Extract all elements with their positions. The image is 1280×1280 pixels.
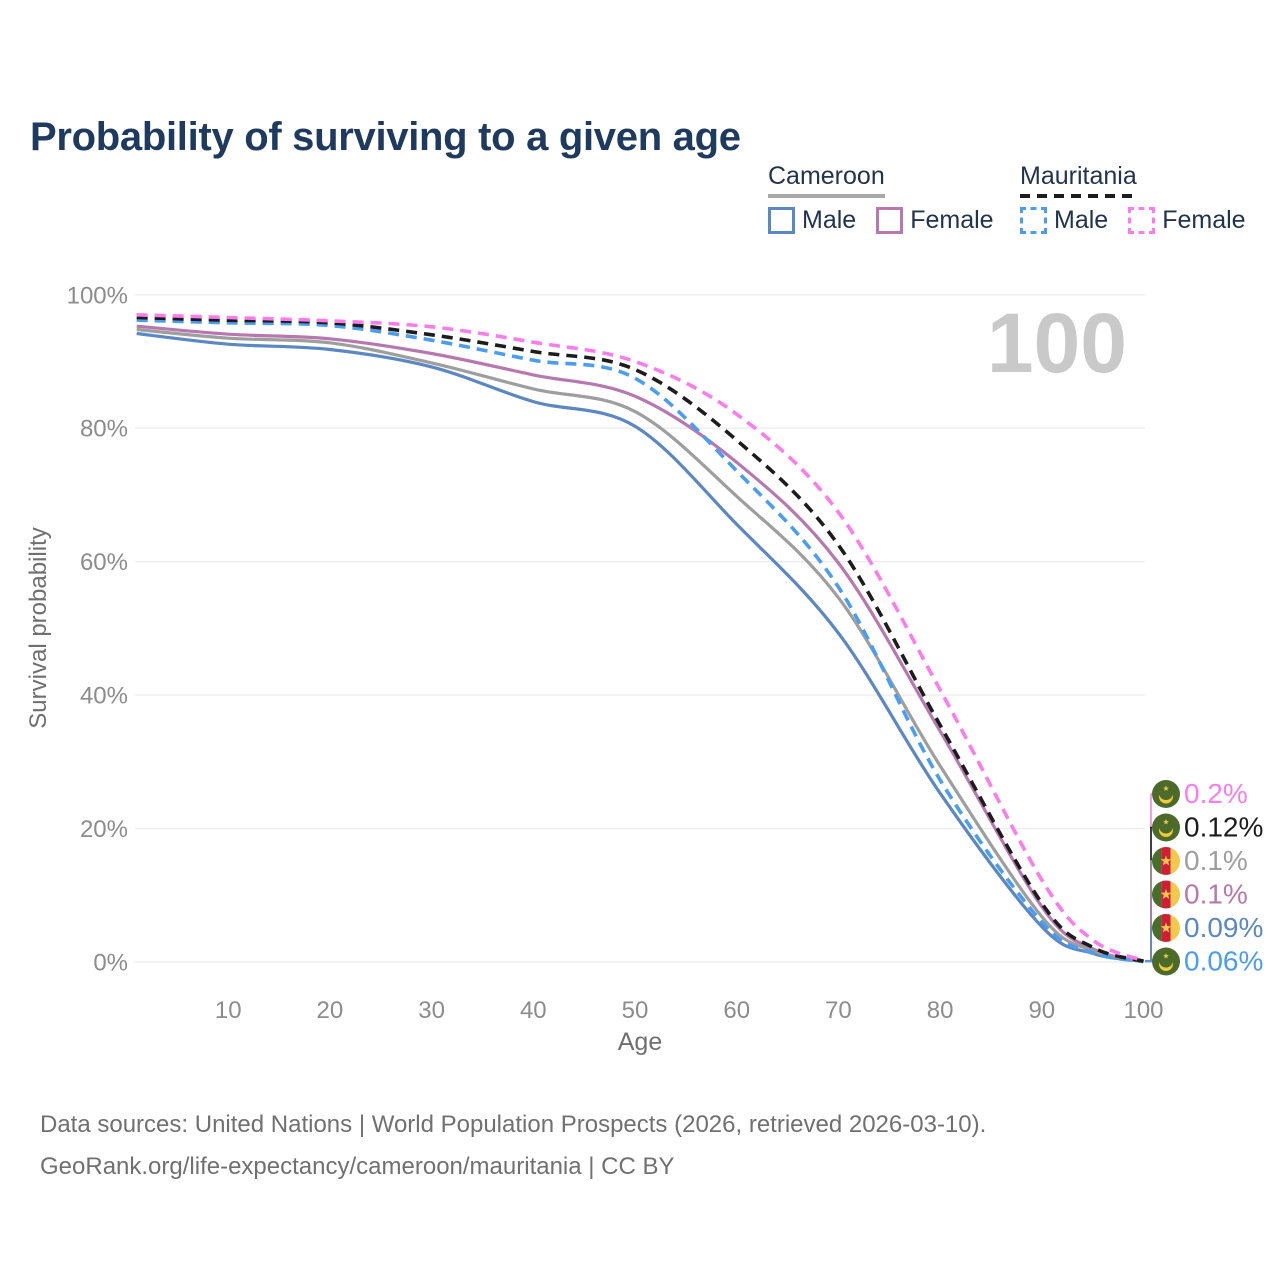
y-tick-label: 60% <box>80 549 128 576</box>
flag-icon-mauritania <box>1152 780 1180 808</box>
legend-item-label: Female <box>1162 206 1246 234</box>
legend-item-mauritania-male[interactable]: Male <box>1020 206 1108 235</box>
legend-item-mauritania-female[interactable]: Female <box>1128 206 1246 235</box>
flag-icon-cameroon <box>1152 847 1180 875</box>
flag-icon-mauritania <box>1152 813 1180 842</box>
end-label-value: 0.1% <box>1184 879 1248 910</box>
series-line-cameroon-male[interactable] <box>136 331 1144 963</box>
end-label-value: 0.2% <box>1184 778 1248 809</box>
legend-item-cameroon-male[interactable]: Male <box>768 206 856 235</box>
flag-icon-mauritania <box>1152 947 1180 976</box>
page-title: Probability of surviving to a given age <box>30 114 741 159</box>
x-tick-label: 50 <box>622 997 649 1024</box>
legend-line-sample-solid <box>768 194 885 198</box>
y-tick-label: 40% <box>80 683 128 710</box>
x-tick-label: 80 <box>927 997 954 1024</box>
survival-probability-chart[interactable]: 0% 20% 40% 60% 80% 100% 10 20 30 40 50 60 70 80 90 100 A… <box>0 0 1280 1080</box>
series-line-mauritania-male[interactable] <box>136 318 1144 964</box>
x-tick-label: 10 <box>215 997 242 1024</box>
legend-swatch-cameroon-female <box>876 207 904 234</box>
legend-group-mauritania: Mauritania Male Female <box>1020 162 1246 235</box>
y-tick-label: 0% <box>93 950 128 977</box>
legend-country-mauritania: Mauritania <box>1020 162 1137 190</box>
legend-item-cameroon-female[interactable]: Female <box>876 206 994 235</box>
y-tick-label: 100% <box>67 282 128 309</box>
end-label-value: 0.09% <box>1184 912 1263 943</box>
series-line-mauritania-female[interactable] <box>136 313 1145 963</box>
attribution-line: GeoRank.org/life-expectancy/cameroon/mau… <box>40 1153 675 1180</box>
series-line-cameroon-both-sexes[interactable] <box>136 327 1144 963</box>
legend-item-label: Male <box>1054 206 1109 234</box>
legend-swatch-cameroon-male <box>768 207 795 234</box>
legend-country-cameroon: Cameroon <box>768 162 885 190</box>
hover-age-watermark: 100 <box>987 296 1127 390</box>
end-label-value: 0.1% <box>1184 845 1248 876</box>
legend-line-sample-dashed <box>1020 194 1137 198</box>
legend-swatch-mauritania-female <box>1128 207 1156 234</box>
y-axis-title: Survival probability <box>25 527 52 728</box>
end-label-value: 0.12% <box>1184 812 1263 843</box>
end-label-value: 0.06% <box>1184 946 1263 977</box>
chart-footer: Data sources: United Nations | World Pop… <box>40 1104 986 1188</box>
legend-swatch-mauritania-male <box>1020 207 1047 234</box>
legend-item-label: Female <box>910 206 994 234</box>
series-line-mauritania-both-sexes[interactable] <box>136 315 1144 963</box>
x-axis-title: Age <box>618 1028 662 1056</box>
flag-icon-cameroon <box>1152 914 1180 942</box>
x-tick-label: 100 <box>1123 997 1163 1024</box>
y-tick-label: 80% <box>80 416 128 443</box>
data-sources-line: Data sources: United Nations | World Pop… <box>40 1111 987 1138</box>
legend-item-label: Male <box>802 206 857 234</box>
x-tick-label: 70 <box>825 997 852 1024</box>
x-tick-label: 40 <box>520 997 547 1024</box>
x-tick-label: 90 <box>1028 997 1055 1024</box>
legend-group-cameroon: Cameroon Male Female <box>768 162 994 235</box>
x-tick-label: 60 <box>723 997 750 1024</box>
x-tick-label: 30 <box>418 997 445 1024</box>
x-tick-label: 20 <box>317 997 344 1024</box>
y-tick-label: 20% <box>80 816 128 843</box>
flag-icon-cameroon <box>1152 880 1180 909</box>
